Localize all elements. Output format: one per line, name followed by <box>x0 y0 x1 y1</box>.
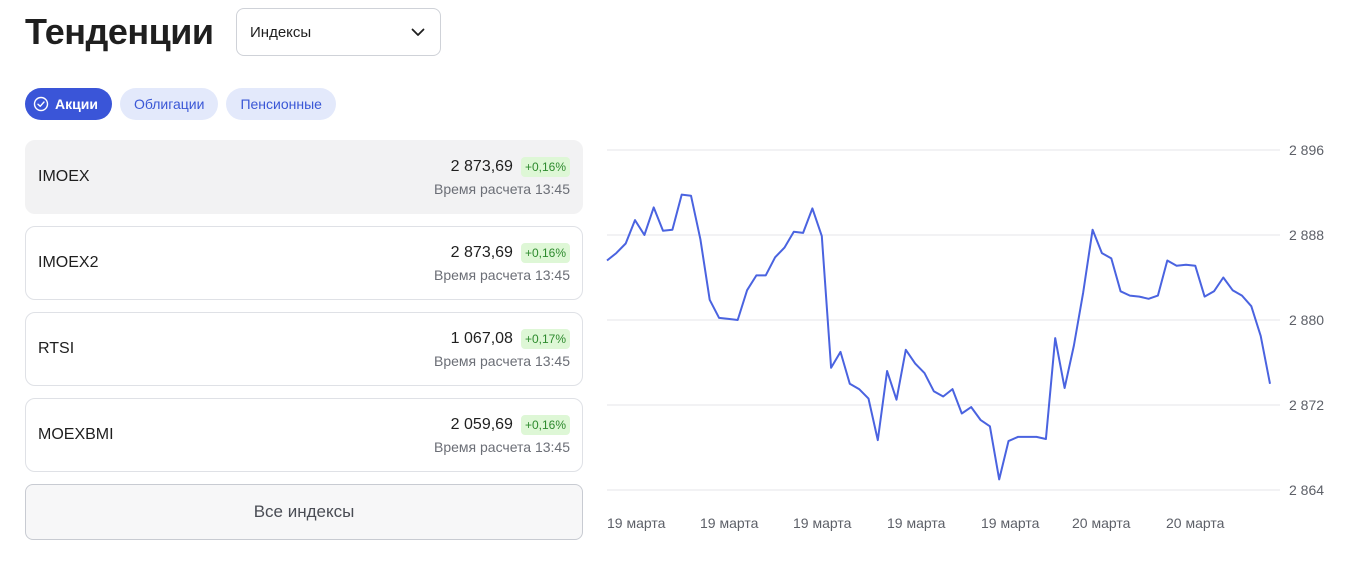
y-tick-label: 2 888 <box>1289 227 1324 243</box>
index-price: 2 059,69 <box>450 416 513 433</box>
check-circle-icon <box>33 96 49 112</box>
change-badge: +0,16% <box>520 415 570 435</box>
index-card-rtsi[interactable]: RTSI 1 067,08 +0,17% Время расчета 13:45 <box>25 312 583 386</box>
all-indices-button[interactable]: Все индексы <box>25 484 583 540</box>
index-price: 2 873,69 <box>450 244 513 261</box>
tab-bonds[interactable]: Облигации <box>119 88 219 120</box>
page-title: Тенденции <box>25 11 214 52</box>
change-badge: +0,16% <box>520 157 570 177</box>
x-tick-label: 19 марта <box>607 515 666 531</box>
calc-time: Время расчета 13:45 <box>433 267 570 283</box>
change-badge: +0,16% <box>520 243 570 263</box>
index-card-moexbmi[interactable]: MOEXBMI 2 059,69 +0,16% Время расчета 13… <box>25 398 583 472</box>
category-tabs: Акции Облигации Пенсионные <box>25 88 336 120</box>
tab-label: Пенсионные <box>240 96 322 112</box>
select-value: Индексы <box>250 23 312 41</box>
tab-stocks[interactable]: Акции <box>25 88 112 120</box>
index-type-select[interactable]: Индексы <box>236 8 441 56</box>
index-card-imoex[interactable]: IMOEX 2 873,69 +0,16% Время расчета 13:4… <box>25 140 583 214</box>
index-series-line <box>606 193 1271 481</box>
x-tick-label: 19 марта <box>981 515 1040 531</box>
y-tick-label: 2 864 <box>1289 482 1324 498</box>
chevron-down-icon <box>411 28 425 36</box>
tab-pension[interactable]: Пенсионные <box>226 88 336 120</box>
index-price: 2 873,69 <box>450 158 513 175</box>
change-badge: +0,17% <box>520 329 570 349</box>
calc-time: Время расчета 13:45 <box>433 353 570 369</box>
x-tick-label: 19 марта <box>887 515 946 531</box>
index-card-imoex2[interactable]: IMOEX2 2 873,69 +0,16% Время расчета 13:… <box>25 226 583 300</box>
x-tick-label: 20 марта <box>1072 515 1131 531</box>
y-tick-label: 2 896 <box>1289 142 1324 158</box>
index-list: IMOEX 2 873,69 +0,16% Время расчета 13:4… <box>25 140 583 484</box>
x-tick-label: 19 марта <box>793 515 852 531</box>
tab-label: Облигации <box>133 96 205 112</box>
tab-label: Акции <box>55 96 98 112</box>
index-name: IMOEX2 <box>38 254 99 271</box>
y-tick-label: 2 880 <box>1289 312 1324 328</box>
index-name: RTSI <box>38 340 75 357</box>
x-tick-label: 20 марта <box>1166 515 1225 531</box>
calc-time: Время расчета 13:45 <box>433 181 570 197</box>
index-name: IMOEX <box>38 168 90 185</box>
calc-time: Время расчета 13:45 <box>433 439 570 455</box>
y-tick-label: 2 872 <box>1289 397 1324 413</box>
index-price: 1 067,08 <box>450 330 513 347</box>
index-name: MOEXBMI <box>38 426 114 443</box>
x-tick-label: 19 марта <box>700 515 759 531</box>
